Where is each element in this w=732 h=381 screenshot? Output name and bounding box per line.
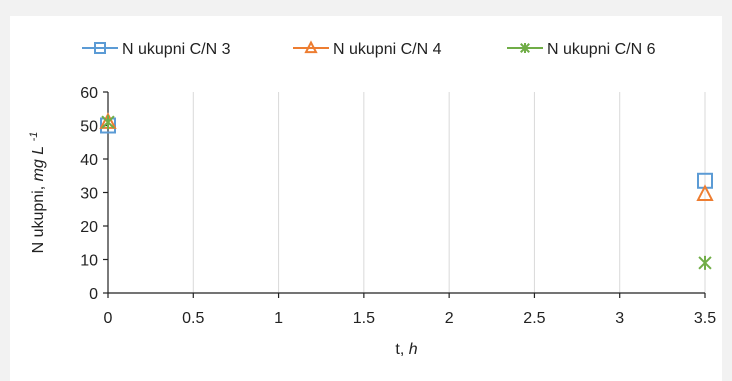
legend-entry: N ukupni C/N 3 [82, 41, 231, 58]
y-tick-label: 60 [80, 85, 98, 102]
y-axis-title: N ukupni, mg L -1 [28, 132, 47, 254]
grid-lines [193, 92, 705, 293]
y-tick-label: 30 [80, 186, 98, 203]
x-tick-label: 3.5 [694, 310, 716, 327]
x-tick-label: 1 [274, 310, 283, 327]
series-triangle [101, 114, 712, 200]
y-tick-label: 40 [80, 152, 98, 169]
legend-label: N ukupni C/N 3 [122, 41, 231, 58]
x-tick-label: 1.5 [353, 310, 375, 327]
data-series [101, 114, 712, 269]
data-point-star [699, 256, 711, 270]
legend: N ukupni C/N 3 N ukupni C/N 4 N ukupni C/N… [82, 41, 656, 58]
scatter-chart: 0 10 20 30 40 50 60 0 0.5 1 1.5 2 2.5 3 3.5 N ukupni C… [10, 16, 722, 381]
x-tick-label: 2.5 [523, 310, 545, 327]
y-tick-label: 50 [80, 119, 98, 136]
x-axis-title: t, h [395, 341, 417, 358]
x-tick-label: 0 [104, 310, 113, 327]
y-tick-label: 20 [80, 219, 98, 236]
x-tick-label: 0.5 [182, 310, 204, 327]
x-tick-label: 2 [445, 310, 454, 327]
legend-label: N ukupni C/N 4 [333, 41, 442, 58]
y-tick-label: 0 [89, 286, 98, 303]
legend-entry: N ukupni C/N 6 [507, 41, 656, 58]
y-tick-label: 10 [80, 253, 98, 270]
x-tick-label: 3 [615, 310, 624, 327]
legend-label: N ukupni C/N 6 [547, 41, 656, 58]
tick-labels: 0 10 20 30 40 50 60 0 0.5 1 1.5 2 2.5 3 3.5 [80, 85, 716, 327]
chart-area: 0 10 20 30 40 50 60 0 0.5 1 1.5 2 2.5 3 3.5 N ukupni C… [10, 16, 722, 381]
series-square [101, 119, 712, 188]
legend-entry: N ukupni C/N 4 [293, 41, 442, 58]
